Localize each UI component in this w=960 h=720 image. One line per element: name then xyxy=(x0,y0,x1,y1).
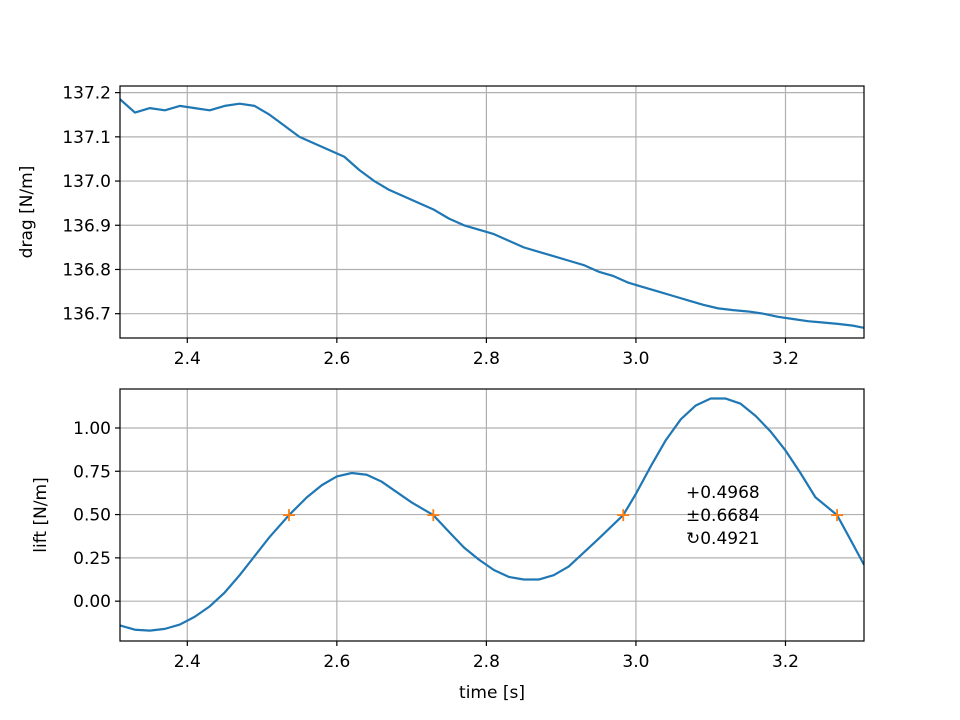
drag-ytick-label: 136.7 xyxy=(62,305,111,325)
drag-ytick-label: 136.9 xyxy=(62,216,111,236)
drag-series-layer xyxy=(120,98,864,329)
drag-grid xyxy=(120,86,864,338)
lift-ytick-label: 0.75 xyxy=(73,462,111,482)
drag-xtick-label: 2.6 xyxy=(323,349,350,369)
lift-series-line xyxy=(120,397,864,632)
drag-subplot: 2.4 2.6 2.8 3.0 3.2 136.7 136.8 136.9 137.0 137.1… xyxy=(17,84,865,369)
drag-axes-frame xyxy=(119,85,865,339)
drag-ytick-label: 136.8 xyxy=(62,260,111,280)
lift-grid xyxy=(120,389,864,641)
lift-annotation-block: +0.4968 ±0.6684 ↻0.4921 xyxy=(686,483,760,549)
drag-xtick-label: 3.0 xyxy=(622,349,649,369)
drag-ylabel: drag [N/m] xyxy=(17,166,37,259)
lift-crossing-marker xyxy=(282,509,295,522)
lift-crossing-marker xyxy=(427,509,440,522)
lift-ylabel: lift [N/m] xyxy=(31,477,51,552)
annotation-amplitude: ±0.6684 xyxy=(686,506,760,526)
drag-xtick-label: 3.2 xyxy=(772,349,799,369)
lift-xlabel: time [s] xyxy=(459,683,525,703)
lift-crossing-marker xyxy=(831,509,844,522)
annotation-mean: +0.4968 xyxy=(686,483,760,503)
lift-ytick-label: 0.00 xyxy=(73,592,111,612)
annotation-period: ↻0.4921 xyxy=(686,529,760,549)
lift-series-layer xyxy=(120,397,864,632)
lift-crossing-marker xyxy=(617,509,630,522)
drag-series-line xyxy=(120,98,864,329)
drag-ticks: 2.4 2.6 2.8 3.0 3.2 136.7 136.8 136.9 137.0 137.1… xyxy=(62,84,799,369)
drag-ytick-label: 137.1 xyxy=(62,128,111,148)
lift-ytick-label: 0.25 xyxy=(73,549,111,569)
lift-xtick-label: 3.0 xyxy=(622,652,649,672)
lift-xtick-label: 2.4 xyxy=(174,652,201,672)
lift-ticks: 2.4 2.6 2.8 3.0 3.2 0.00 0.25 0.50 0.75 1.00 xyxy=(73,419,799,672)
lift-xtick-label: 2.8 xyxy=(473,652,500,672)
drag-xtick-label: 2.4 xyxy=(174,349,201,369)
drag-ytick-label: 137.0 xyxy=(62,172,111,192)
drag-ytick-label: 137.2 xyxy=(62,84,111,104)
drag-xtick-label: 2.8 xyxy=(473,349,500,369)
lift-ytick-label: 0.50 xyxy=(73,506,111,526)
lift-subplot: 2.4 2.6 2.8 3.0 3.2 0.00 0.25 0.50 0.75 1.00 lift… xyxy=(31,388,865,703)
lift-ytick-label: 1.00 xyxy=(73,419,111,439)
lift-xtick-label: 2.6 xyxy=(323,652,350,672)
lift-xtick-label: 3.2 xyxy=(772,652,799,672)
